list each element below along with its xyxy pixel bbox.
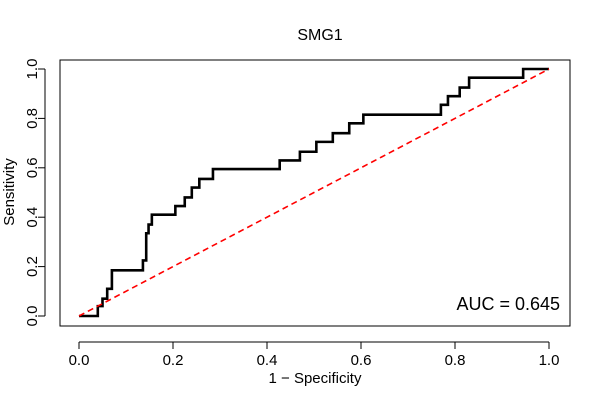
x-tick-label: 0.0	[69, 352, 90, 369]
x-tick-label: 1.0	[539, 352, 560, 369]
y-tick-label: 1.0	[24, 59, 41, 80]
y-tick-label: 0.0	[24, 306, 41, 327]
x-tick-label: 0.2	[163, 352, 184, 369]
auc-annotation: AUC = 0.645	[456, 294, 560, 314]
roc-curve-line	[79, 67, 549, 318]
plot-frame	[59, 59, 571, 327]
x-tick-label: 0.4	[257, 352, 278, 369]
x-axis-ticks: 0.0 0.2 0.4 0.6 0.8 1.0	[69, 342, 560, 369]
y-axis-ticks: 0.0 0.2 0.4 0.6 0.8 1.0	[24, 59, 45, 327]
y-tick-label: 0.2	[24, 256, 41, 277]
chart-title: SMG1	[297, 27, 342, 44]
chance-diagonal-line	[78, 68, 550, 317]
y-tick-label: 0.6	[24, 157, 41, 178]
x-axis-label: 1 − Specificity	[269, 370, 362, 387]
y-axis-label: Sensitivity	[1, 158, 18, 226]
x-tick-label: 0.6	[351, 352, 372, 369]
y-tick-label: 0.8	[24, 108, 41, 129]
series-layer	[78, 67, 550, 318]
x-tick-label: 0.8	[445, 352, 466, 369]
y-tick-label: 0.4	[24, 207, 41, 228]
